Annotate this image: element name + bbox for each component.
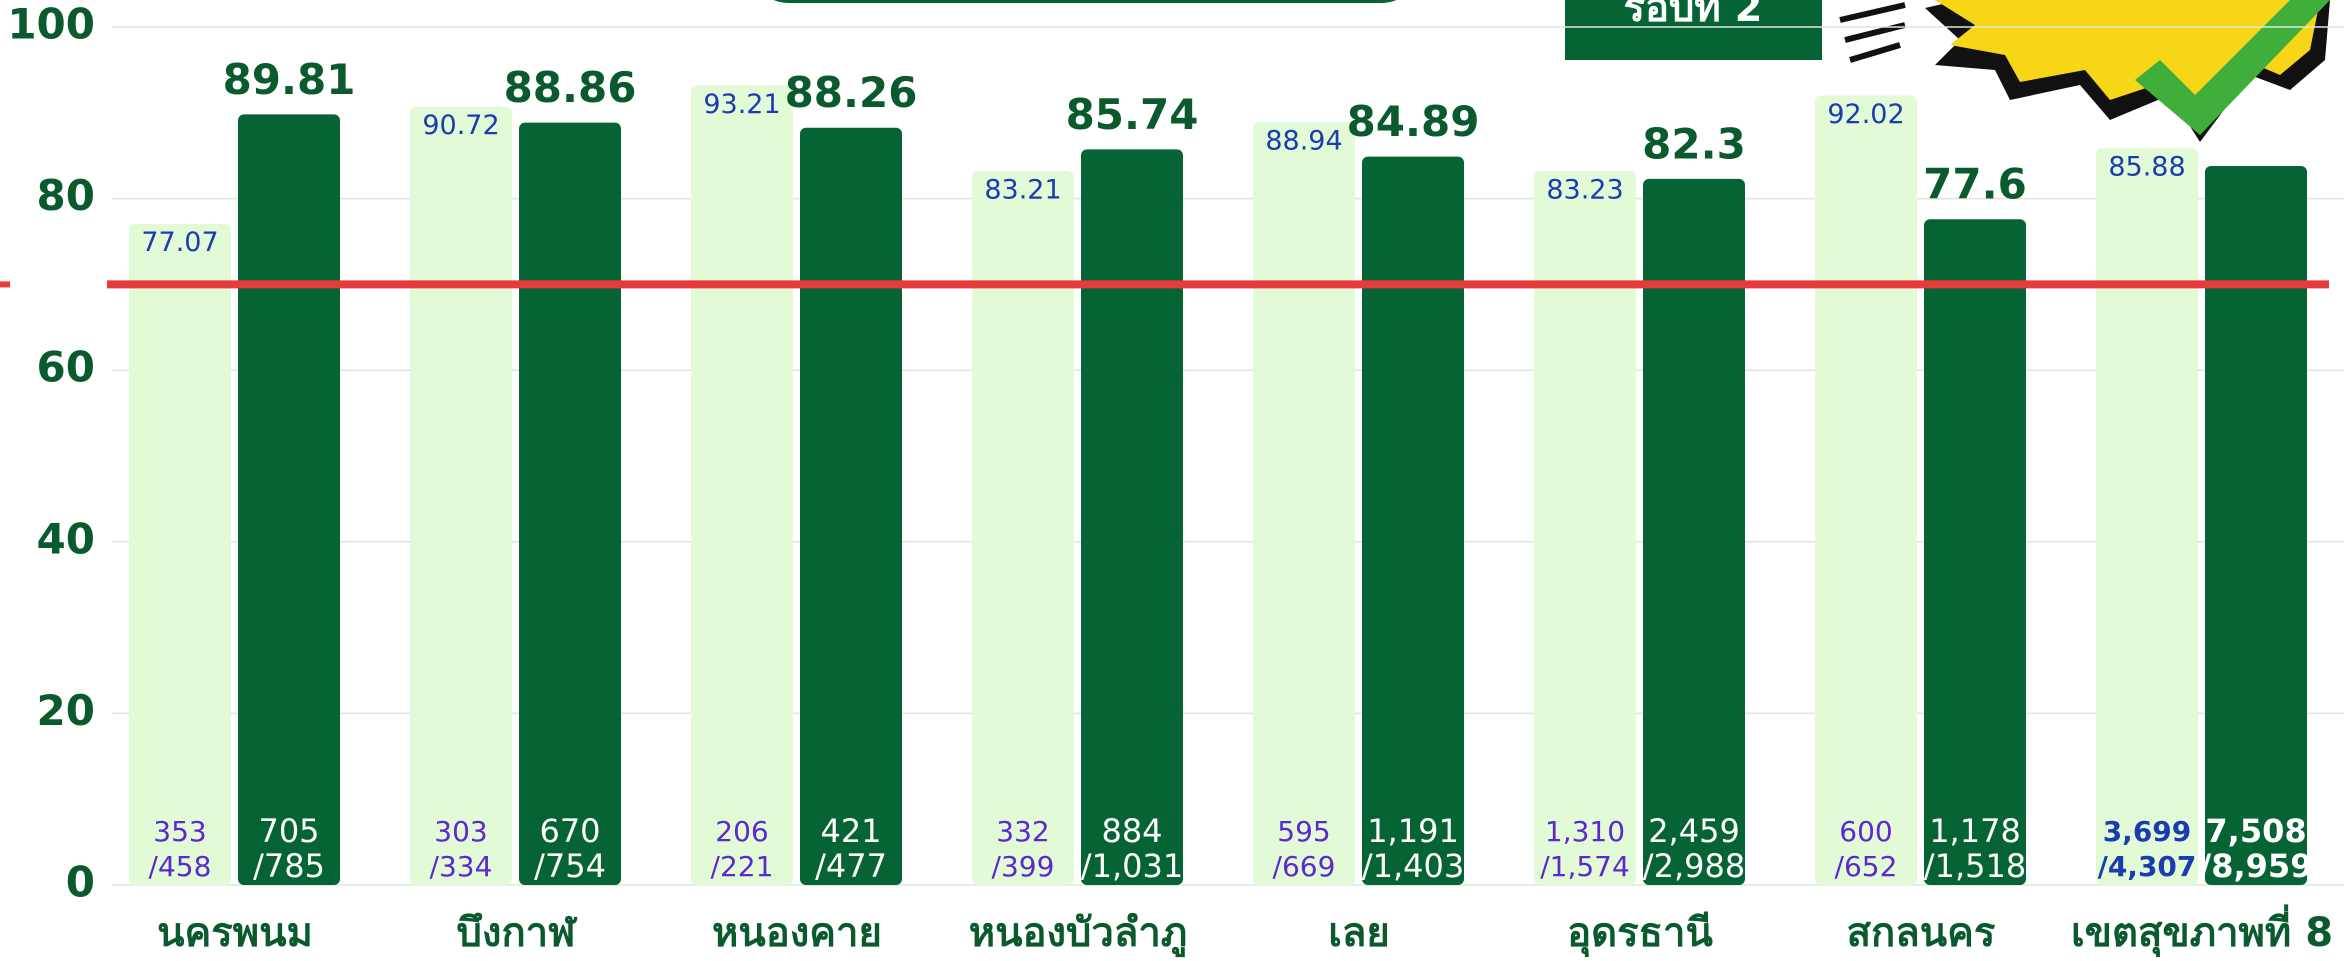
x-tick-label: เขตสุขภาพที่ 8 xyxy=(2071,904,2333,958)
value-label: 83.21 xyxy=(984,175,1061,206)
bar xyxy=(129,224,231,885)
count-label: /477 xyxy=(815,847,887,885)
count-label: /1,031 xyxy=(1081,847,1183,885)
count-label: /785 xyxy=(253,847,325,885)
count-label: /669 xyxy=(1273,850,1336,883)
y-tick-label: 0 xyxy=(66,858,95,907)
bar xyxy=(800,128,902,885)
count-label: 7,508 xyxy=(2205,812,2306,850)
bar xyxy=(1924,219,2026,885)
x-tick-label: หนองบัวลำภู xyxy=(969,910,1187,957)
value-label: 93.21 xyxy=(703,89,780,120)
bar xyxy=(691,85,793,885)
value-label: 88.94 xyxy=(1265,125,1342,156)
count-label: /1,518 xyxy=(1924,847,2026,885)
count-label: /1,574 xyxy=(1540,850,1630,883)
value-label: 77.07 xyxy=(141,227,218,258)
count-label: /652 xyxy=(1835,850,1898,883)
value-label: 89.81 xyxy=(223,55,356,104)
y-tick-label: 60 xyxy=(37,343,95,392)
count-label: /1,403 xyxy=(1362,847,1464,885)
count-label: 303 xyxy=(434,815,487,848)
x-tick-label: สกลนคร xyxy=(1847,910,1996,956)
y-tick-label: 20 xyxy=(37,686,95,735)
y-tick-label: 80 xyxy=(37,171,95,220)
bar xyxy=(2096,148,2198,885)
y-tick-label: 100 xyxy=(7,0,95,49)
bar xyxy=(1534,171,1636,885)
count-label: 595 xyxy=(1277,815,1330,848)
value-label: 88.86 xyxy=(504,63,637,112)
count-label: 332 xyxy=(996,815,1049,848)
x-tick-label: หนองคาย xyxy=(712,910,882,956)
bar xyxy=(410,107,512,885)
bar xyxy=(1815,95,1917,885)
bar xyxy=(972,171,1074,885)
chart: รอบที่ 2 020406080100นครพนม77.07353/4588… xyxy=(0,0,2344,961)
count-label: 353 xyxy=(153,815,206,848)
count-label: 600 xyxy=(1839,815,1892,848)
x-tick-label: อุดรธานี xyxy=(1567,910,1713,958)
value-label: 85.88 xyxy=(2108,152,2185,183)
count-label: 3,699 xyxy=(2103,815,2192,848)
count-label: 884 xyxy=(1101,812,1162,850)
count-label: 1,191 xyxy=(1367,812,1459,850)
count-label: /2,988 xyxy=(1643,847,1745,885)
count-label: /458 xyxy=(149,850,212,883)
value-label: 84.89 xyxy=(1347,97,1480,146)
value-label: 90.72 xyxy=(422,110,499,141)
count-label: 670 xyxy=(539,812,600,850)
count-label: /399 xyxy=(992,850,1055,883)
value-label: 92.02 xyxy=(1827,99,1904,130)
bar xyxy=(1081,149,1183,885)
x-tick-label: บึงกาฬ xyxy=(457,910,579,956)
burst-lines xyxy=(1840,5,1905,60)
count-label: 206 xyxy=(715,815,768,848)
count-label: /754 xyxy=(534,847,606,885)
count-label: 421 xyxy=(820,812,881,850)
count-label: /334 xyxy=(430,850,493,883)
bar xyxy=(2205,166,2307,885)
bar xyxy=(1253,122,1355,885)
bar xyxy=(519,123,621,885)
x-tick-label: เลย xyxy=(1328,910,1390,956)
value-label: 88.26 xyxy=(785,68,918,117)
bar xyxy=(1362,157,1464,885)
x-tick-label: นครพนม xyxy=(157,910,313,956)
y-tick-label: 40 xyxy=(37,514,95,563)
value-label: 82.3 xyxy=(1642,119,1746,168)
count-label: /4,307 xyxy=(2098,850,2197,883)
count-label: 1,310 xyxy=(1545,815,1625,848)
count-label: 705 xyxy=(258,812,319,850)
count-label: /8,959 xyxy=(2200,847,2313,885)
count-label: 1,178 xyxy=(1929,812,2021,850)
count-label: 2,459 xyxy=(1648,812,1740,850)
value-label: 85.74 xyxy=(1066,90,1199,139)
value-label: 77.6 xyxy=(1923,160,2027,209)
value-label: 83.23 xyxy=(1546,174,1623,205)
page: {"chart_data": {"type": "bar", "badge": … xyxy=(0,0,2344,961)
count-label: /221 xyxy=(711,850,774,883)
bar xyxy=(238,114,340,885)
